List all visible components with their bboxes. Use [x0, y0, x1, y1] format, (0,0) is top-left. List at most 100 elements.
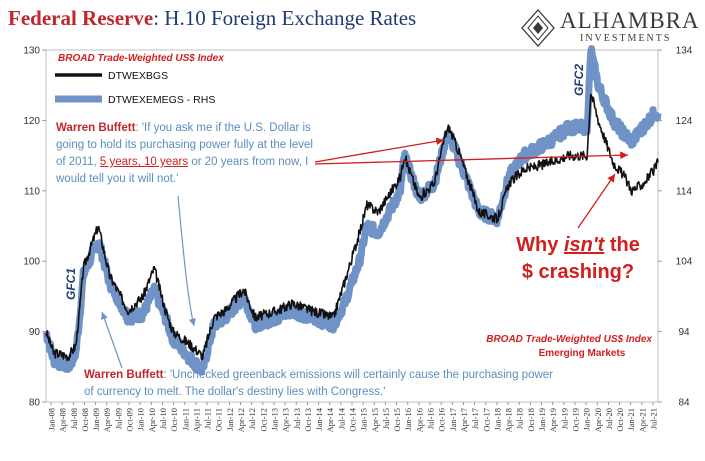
- x-tick-label: Jan-13: [269, 408, 279, 431]
- quote2-text: : 'Unchecked greenback emissions will ce…: [84, 369, 553, 398]
- chart-title: Federal Reserve: H.10 Foreign Exchange R…: [8, 6, 416, 31]
- x-tick-label: Apr-13: [281, 408, 291, 432]
- x-tick-label: Jul-11: [203, 408, 213, 429]
- quote1-highlight: 5 years, 10 years: [99, 156, 189, 168]
- x-tick-label: Oct-14: [348, 407, 358, 431]
- series-layer: [42, 45, 662, 376]
- x-tick-label: Oct-12: [258, 408, 268, 432]
- x-tick-label: Apr-09: [102, 408, 112, 432]
- x-tick-label: Apr-10: [147, 408, 157, 432]
- title-main: Federal Reserve: [8, 6, 154, 30]
- left-tick-label: 100: [23, 257, 40, 268]
- right-axis-sublabel: Emerging Markets: [539, 348, 626, 359]
- x-tick-label: Jan-10: [136, 408, 146, 431]
- question-line-1: Why isn't the: [516, 234, 640, 256]
- left-axis-label: BROAD Trade-Weighted US$ Index: [58, 53, 224, 64]
- x-tick-label: Jul-18: [515, 408, 525, 429]
- x-tick-label: Apr-16: [414, 408, 424, 432]
- x-tick-label: Oct-11: [214, 408, 224, 431]
- x-tick-label: Apr-11: [191, 408, 201, 432]
- x-tick-label: Jul-09: [113, 408, 123, 429]
- x-tick-label: Apr-18: [504, 408, 514, 432]
- left-tick-label: 110: [24, 186, 40, 197]
- x-tick-label: Jul-13: [292, 408, 302, 429]
- right-tick-label: 84: [678, 398, 690, 409]
- x-tick-label: Jan-21: [626, 408, 636, 431]
- x-tick-label: Jul-19: [559, 408, 569, 429]
- diamond-logo-icon: [521, 9, 555, 47]
- gfc2-label: GFC2: [572, 64, 586, 96]
- x-tick-label: Jul-10: [158, 408, 168, 429]
- x-tick-label: Jan-08: [47, 408, 57, 431]
- x-tick-label: Jul-21: [649, 408, 659, 429]
- x-tick-label: Jul-15: [381, 408, 391, 429]
- right-tick-label: 104: [676, 257, 693, 268]
- arrow-quote1-to-2011: [177, 195, 196, 327]
- x-tick-label: Apr-12: [236, 408, 246, 432]
- x-tick-label: Jan-17: [448, 408, 458, 431]
- arrow-to-2021: [314, 151, 629, 165]
- logo-name: ALHAMBRA: [560, 8, 700, 33]
- x-tick-label: Jul-20: [604, 408, 614, 429]
- quote2-author: Warren Buffett: [84, 369, 164, 381]
- buffett-quote-2: Warren Buffett: 'Unchecked greenback emi…: [84, 367, 554, 401]
- x-tick-label: Oct-13: [303, 408, 313, 432]
- legend: DTWEXBGS DTWEXEMEGS - RHS: [55, 70, 215, 106]
- x-tick-label: Jan-12: [225, 408, 235, 431]
- x-tick-label: Apr-14: [325, 407, 335, 432]
- x-tick-label: Oct-20: [615, 408, 625, 432]
- x-tick-label: Apr-15: [370, 408, 380, 432]
- buffett-quote-1: Warren Buffett: 'If you ask me if the U.…: [56, 120, 318, 188]
- x-tick-label: Oct-19: [570, 408, 580, 432]
- right-tick-label: 94: [678, 327, 690, 338]
- right-tick-label: 124: [676, 116, 693, 127]
- series-line-dtwexemegs: [42, 45, 662, 376]
- title-sub: : H.10 Foreign Exchange Rates: [153, 6, 417, 30]
- quote1-author: Warren Buffett: [56, 122, 136, 134]
- x-tick-label: Apr-21: [637, 408, 647, 432]
- x-tick-label: Oct-16: [437, 408, 447, 432]
- x-tick-label: Jul-16: [426, 408, 436, 429]
- x-tick-label: Oct-17: [481, 408, 491, 432]
- x-tick-label: Oct-15: [392, 408, 402, 432]
- left-tick-label: 80: [29, 398, 41, 409]
- left-tick-label: 90: [29, 327, 41, 338]
- x-tick-label: Apr-08: [58, 408, 68, 432]
- quote1-pre: : 'If you ask me if the U.S. Dollar is g…: [56, 122, 313, 168]
- x-tick-label: Apr-20: [593, 408, 603, 432]
- x-tick-label: Apr-19: [548, 408, 558, 432]
- x-tick-label: Apr-17: [459, 408, 469, 432]
- alhambra-logo: ALHAMBRA INVESTMENTS: [518, 6, 700, 50]
- x-tick-label: Jul-12: [247, 408, 257, 429]
- x-tick-label: Jul-14: [336, 407, 346, 429]
- x-tick-label: Jan-18: [492, 408, 502, 431]
- legend-label-dtwexemegs: DTWEXEMEGS - RHS: [108, 94, 215, 106]
- x-tick-label: Oct-08: [80, 408, 90, 432]
- question-line-2: $ crashing?: [521, 261, 635, 283]
- gfc1-label: GFC1: [64, 268, 78, 300]
- x-tick-label: Jul-08: [69, 408, 79, 429]
- x-tick-label: Jan-09: [91, 408, 101, 431]
- arrow-why-crashing: [577, 173, 616, 229]
- x-tick-label: Jan-20: [582, 408, 592, 431]
- x-tick-label: Jan-16: [403, 408, 413, 431]
- logo-tagline: INVESTMENTS: [580, 33, 672, 44]
- quote1-post: or 20 years from now, I would tell you i…: [56, 156, 309, 185]
- x-tick-label: Jan-11: [180, 408, 190, 430]
- x-tick-label: Jan-15: [359, 408, 369, 431]
- x-tick-label: Jul-17: [470, 408, 480, 429]
- arrow-layer: [101, 137, 629, 369]
- arrow-to-2016-peak: [314, 137, 445, 163]
- x-tick-label: Oct-18: [526, 408, 536, 432]
- x-tick-label: Jan-14: [314, 407, 324, 430]
- series-line-dtwexbgs: [45, 93, 659, 362]
- left-tick-label: 130: [23, 46, 40, 57]
- left-tick-label: 120: [23, 116, 40, 127]
- right-tick-label: 134: [676, 46, 693, 57]
- x-tick-label: Oct-09: [125, 408, 135, 432]
- right-tick-label: 114: [676, 186, 692, 197]
- x-tick-label: Jan-19: [537, 408, 547, 431]
